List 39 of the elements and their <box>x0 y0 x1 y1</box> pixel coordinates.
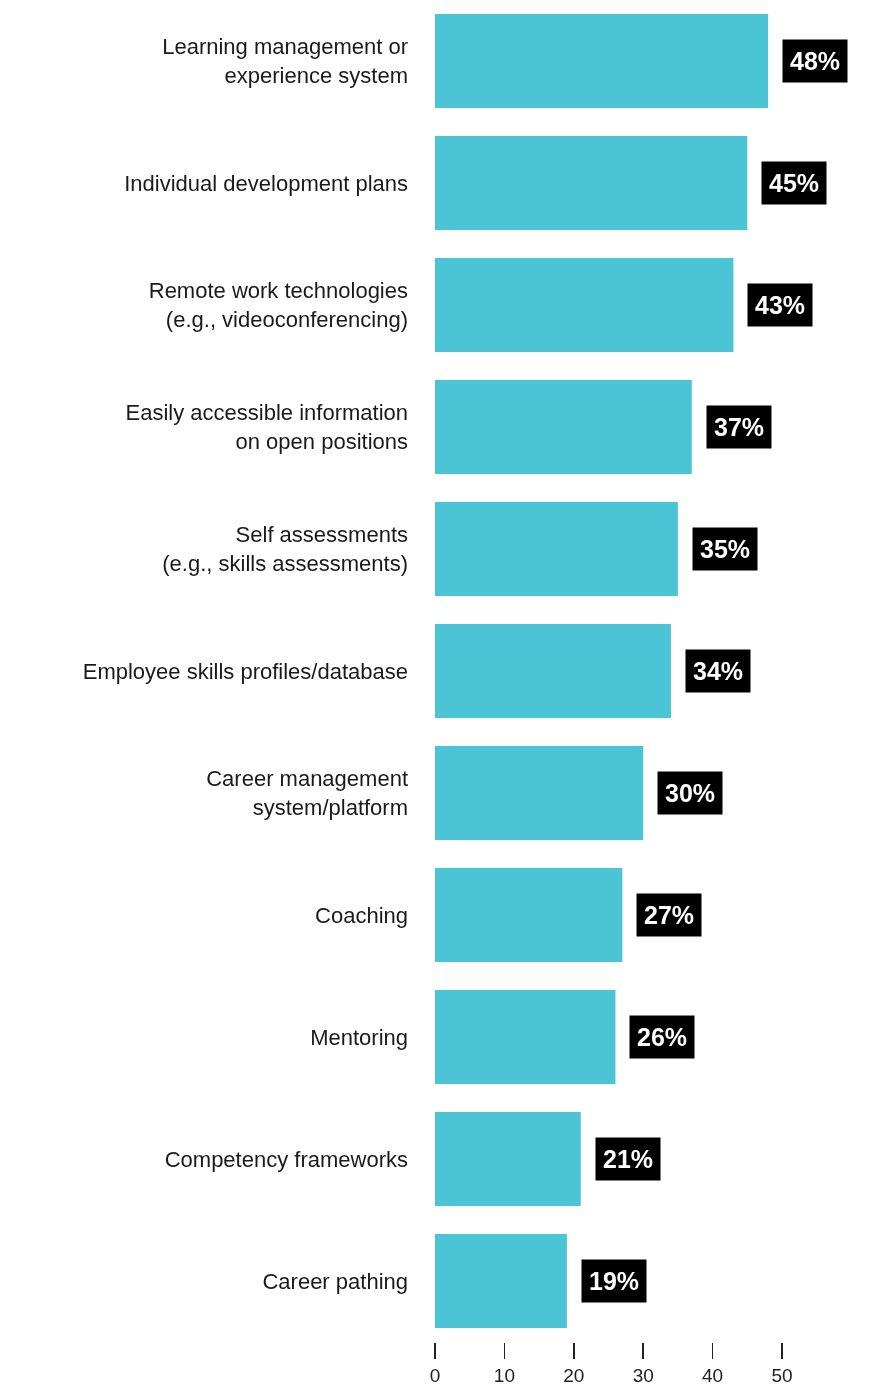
bar <box>435 868 623 962</box>
data-label: 27% <box>644 901 695 929</box>
data-label: 45% <box>769 169 820 197</box>
data-label: 34% <box>693 657 744 685</box>
data-label: 21% <box>603 1145 654 1173</box>
x-tick-label: 50 <box>771 1364 793 1386</box>
data-label: 19% <box>589 1267 640 1295</box>
y-tick-label: Learning management or experience system <box>162 34 408 88</box>
y-tick-label: Coaching <box>315 902 408 928</box>
y-tick-label: Mentoring <box>310 1024 408 1050</box>
x-tick-label: 20 <box>563 1364 585 1386</box>
bar <box>435 624 671 718</box>
y-tick-label: Individual development plans <box>124 170 408 196</box>
x-tick-label: 0 <box>429 1364 441 1386</box>
data-label: 48% <box>790 47 841 75</box>
bar <box>435 1112 581 1206</box>
y-tick-label: Competency frameworks <box>164 1146 408 1172</box>
bar <box>435 746 644 840</box>
data-label: 26% <box>637 1023 688 1051</box>
bar <box>435 502 678 596</box>
x-tick-label: 10 <box>493 1364 515 1386</box>
bar <box>435 990 616 1084</box>
y-tick-label: Career pathing <box>262 1268 408 1294</box>
x-tick-label: 30 <box>632 1364 654 1386</box>
y-tick-label: Career management system/platform <box>206 766 408 820</box>
data-label: 35% <box>700 535 751 563</box>
data-label: 37% <box>714 413 765 441</box>
y-tick-label: Easily accessible information on open positions <box>125 400 408 454</box>
y-tick-label: Self assessments (e.g., skills assessments) <box>162 522 408 576</box>
bar <box>435 258 734 352</box>
bar <box>435 136 748 230</box>
y-tick-label: Remote work technologies (e.g., videoconferencing) <box>148 278 408 332</box>
bar <box>435 14 769 108</box>
x-tick-label: 40 <box>702 1364 724 1386</box>
bar <box>435 380 692 474</box>
bar <box>435 1234 567 1328</box>
data-label: 43% <box>755 291 806 319</box>
data-label: 30% <box>665 779 716 807</box>
y-tick-label: Employee skills profiles/database <box>82 658 408 684</box>
